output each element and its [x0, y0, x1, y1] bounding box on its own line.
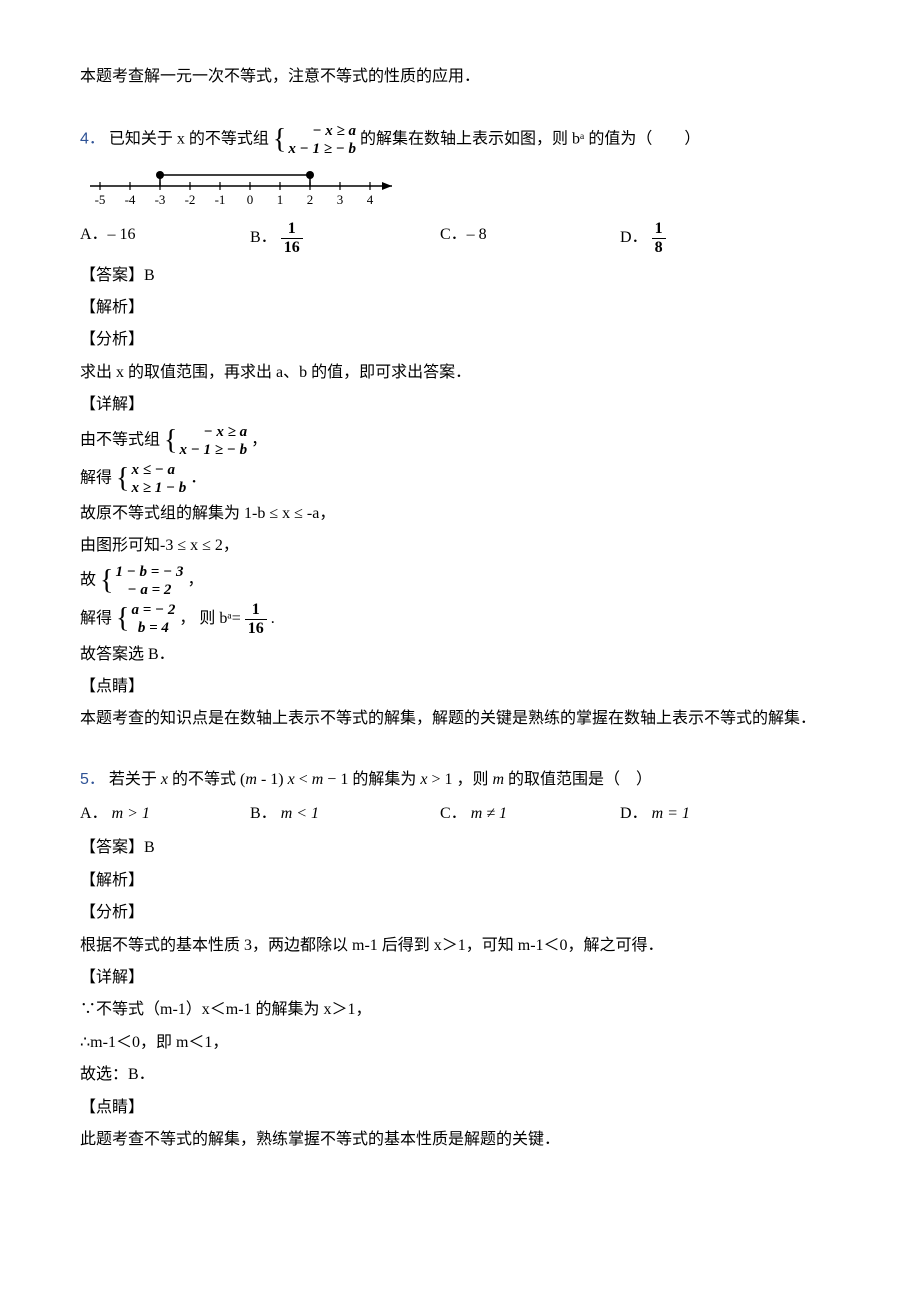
svg-text:-4: -4 — [125, 192, 136, 207]
q4-option-d: D． 18 — [620, 220, 666, 256]
svg-text:2: 2 — [307, 192, 314, 207]
q4-detail-1: 由不等式组 { − x ≥ a x − 1 ≥ − b ， — [80, 423, 840, 459]
intro-tail: 本题考查解一元一次不等式，注意不等式的性质的应用． — [80, 62, 840, 92]
svg-text:3: 3 — [337, 192, 344, 207]
q5-option-d: D． m = 1 — [620, 799, 690, 829]
q5-detail-2: ∴m-1＜0，即 m＜1， — [80, 1028, 840, 1058]
q5-option-b: B． m < 1 — [250, 799, 440, 829]
q4-number: 4． — [80, 131, 105, 148]
svg-text:-2: -2 — [185, 192, 196, 207]
q5-option-a: A． m > 1 — [80, 799, 250, 829]
svg-text:4: 4 — [367, 192, 374, 207]
q5-stem: 5． 若关于 x 的不等式 (m - 1) x < m − 1 的解集为 x >… — [80, 765, 840, 795]
q4-stem-a: 已知关于 x 的不等式组 — [109, 131, 269, 148]
q4-detail-2: 解得 { x ≤ − a x ≥ 1 − b ． — [80, 461, 840, 497]
q5-dianjing: 【点睛】 — [80, 1093, 840, 1123]
q5-options: A． m > 1 B． m < 1 C． m ≠ 1 D． m = 1 — [80, 799, 840, 829]
q4-detail-6: 解得 { a = − 2 b = 4 ， 则 bᵃ= 116 . — [80, 601, 840, 637]
q4-stem-b: 的解集在数轴上表示如图，则 bᵃ 的值为（ ） — [360, 131, 700, 148]
svg-text:1: 1 — [277, 192, 284, 207]
svg-text:-1: -1 — [215, 192, 226, 207]
q5-detail-1: ∵不等式（m-1）x＜m-1 的解集为 x＞1， — [80, 995, 840, 1025]
q5-number: 5． — [80, 771, 105, 788]
brace-icon: { — [116, 605, 129, 633]
q5-dianjing-body: 此题考查不等式的解集，熟练掌握不等式的基本性质是解题的关键． — [80, 1125, 840, 1155]
q4-detail-5: 故 { 1 − b = − 3 − a = 2 ， — [80, 563, 840, 599]
q4-dianjing-body: 本题考查的知识点是在数轴上表示不等式的解集，解题的关键是熟练的掌握在数轴上表示不… — [80, 704, 840, 734]
svg-text:-5: -5 — [95, 192, 106, 207]
q4-option-c: C．– 8 — [440, 220, 620, 256]
q4-stem: 4． 已知关于 x 的不等式组 { − x ≥ a x − 1 ≥ − b 的解… — [80, 122, 840, 158]
brace-icon: { — [100, 567, 113, 595]
q4-jiexi: 【解析】 — [80, 293, 840, 323]
q5-fenxi-body: 根据不等式的基本性质 3，两边都除以 m-1 后得到 x＞1，可知 m-1＜0，… — [80, 931, 840, 961]
q5-detail-3: 故选：B． — [80, 1060, 840, 1090]
number-line: -5 -4 -3 -2 -1 0 1 2 3 4 — [80, 164, 420, 214]
brace-icon: { — [116, 465, 129, 493]
q5-fenxi: 【分析】 — [80, 898, 840, 928]
q4-xiangjie: 【详解】 — [80, 390, 840, 420]
q4-dianjing: 【点睛】 — [80, 672, 840, 702]
q4-fenxi-body: 求出 x 的取值范围，再求出 a、b 的值，即可求出答案． — [80, 358, 840, 388]
q4-detail-7: 故答案选 B． — [80, 640, 840, 670]
svg-text:0: 0 — [247, 192, 254, 207]
q5-xiangjie: 【详解】 — [80, 963, 840, 993]
brace-icon: { — [273, 126, 286, 154]
q4-detail-4: 由图形可知-3 ≤ x ≤ 2， — [80, 531, 840, 561]
q4-option-a: A．– 16 — [80, 220, 250, 256]
q4-options: A．– 16 B． 116 C．– 8 D． 18 — [80, 220, 840, 256]
q5-option-c: C． m ≠ 1 — [440, 799, 620, 829]
q4-option-b: B． 116 — [250, 220, 440, 256]
brace-icon: { — [164, 427, 177, 455]
q4-system-1: { − x ≥ a x − 1 ≥ − b — [273, 122, 356, 158]
q4-fenxi: 【分析】 — [80, 325, 840, 355]
q4-detail-3: 故原不等式组的解集为 1-b ≤ x ≤ -a， — [80, 499, 840, 529]
q5-jiexi: 【解析】 — [80, 866, 840, 896]
svg-text:-3: -3 — [155, 192, 166, 207]
q4-answer: 【答案】B — [80, 261, 840, 291]
q5-answer: 【答案】B — [80, 833, 840, 863]
